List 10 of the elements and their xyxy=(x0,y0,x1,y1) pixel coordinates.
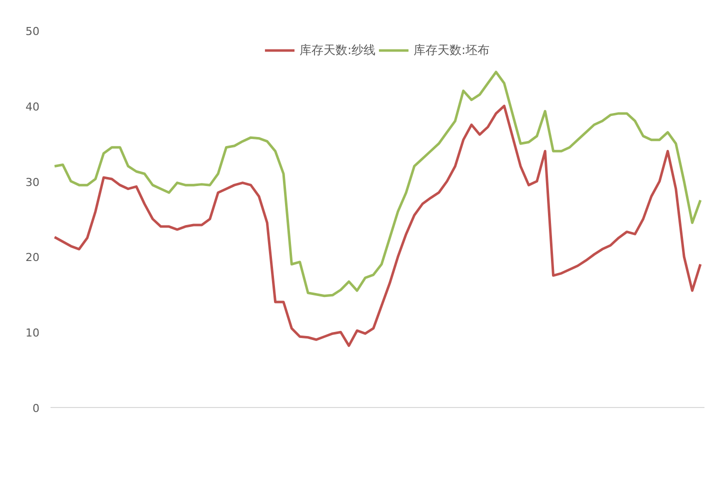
legend-label: 库存天数:坯布 xyxy=(414,42,490,58)
y-tick-label: 40 xyxy=(26,100,40,114)
y-tick-label: 50 xyxy=(26,25,40,38)
y-tick-label: 30 xyxy=(26,176,40,189)
legend-label: 库存天数:纱线 xyxy=(299,42,376,58)
y-tick-label: 10 xyxy=(26,326,40,340)
y-tick-label: 0 xyxy=(32,402,40,415)
line-series xyxy=(53,104,702,347)
y-tick-label: 20 xyxy=(26,251,40,264)
line-series xyxy=(53,70,702,298)
